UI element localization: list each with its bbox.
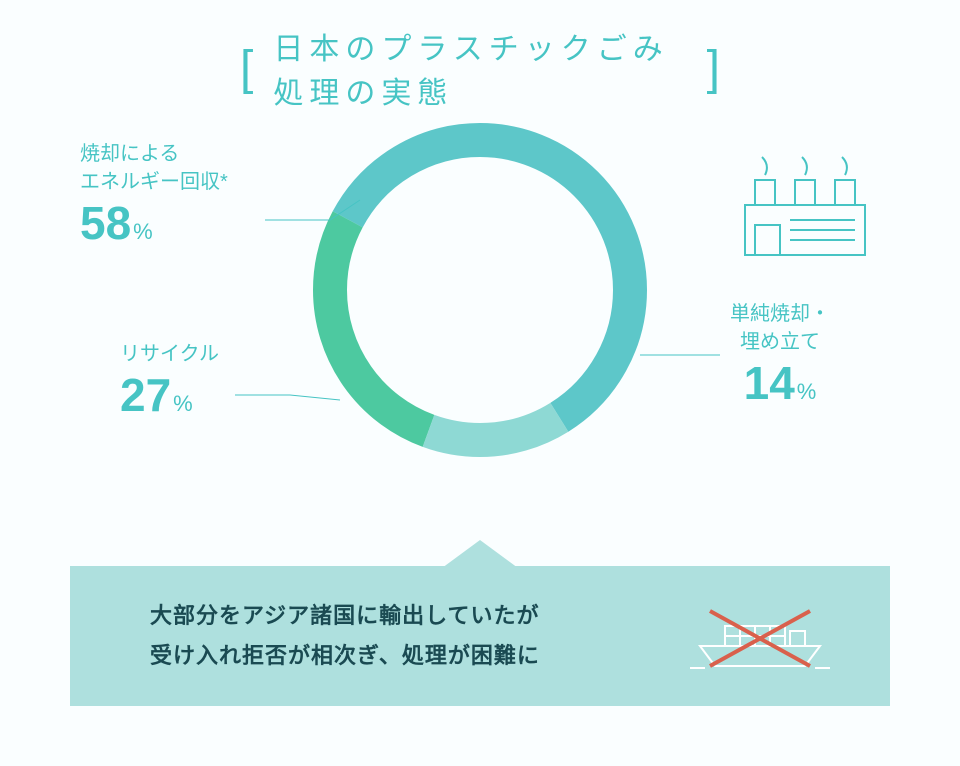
banner-arrow	[442, 540, 518, 568]
ship-icon	[690, 596, 830, 676]
label-recycle-line1: リサイクル	[120, 340, 219, 368]
label-energy-line2: エネルギー回収*	[80, 168, 228, 196]
info-banner: 大部分をアジア諸国に輸出していたが 受け入れ拒否が相次ぎ、処理が困難に	[70, 566, 890, 706]
banner-line2: 受け入れ拒否が相次ぎ、処理が困難に	[150, 636, 540, 676]
label-energy: 焼却による エネルギー回収* 58%	[80, 140, 228, 250]
label-recycle: リサイクル 27%	[120, 340, 219, 422]
label-incinerate-line2: 埋め立て	[730, 328, 830, 356]
banner-line1: 大部分をアジア諸国に輸出していたが	[150, 596, 540, 636]
factory-icon	[725, 145, 885, 265]
banner-text: 大部分をアジア諸国に輸出していたが 受け入れ拒否が相次ぎ、処理が困難に	[150, 596, 540, 675]
label-incinerate-line1: 単純焼却・	[730, 300, 830, 328]
label-incinerate: 単純焼却・ 埋め立て 14%	[730, 300, 830, 410]
label-energy-pct: %	[133, 219, 153, 244]
label-recycle-num: 27	[120, 368, 171, 422]
label-energy-line1: 焼却による	[80, 140, 228, 168]
label-recycle-pct: %	[173, 391, 193, 416]
label-incinerate-pct: %	[797, 379, 817, 404]
label-energy-num: 58	[80, 196, 131, 250]
label-incinerate-num: 14	[744, 356, 795, 410]
